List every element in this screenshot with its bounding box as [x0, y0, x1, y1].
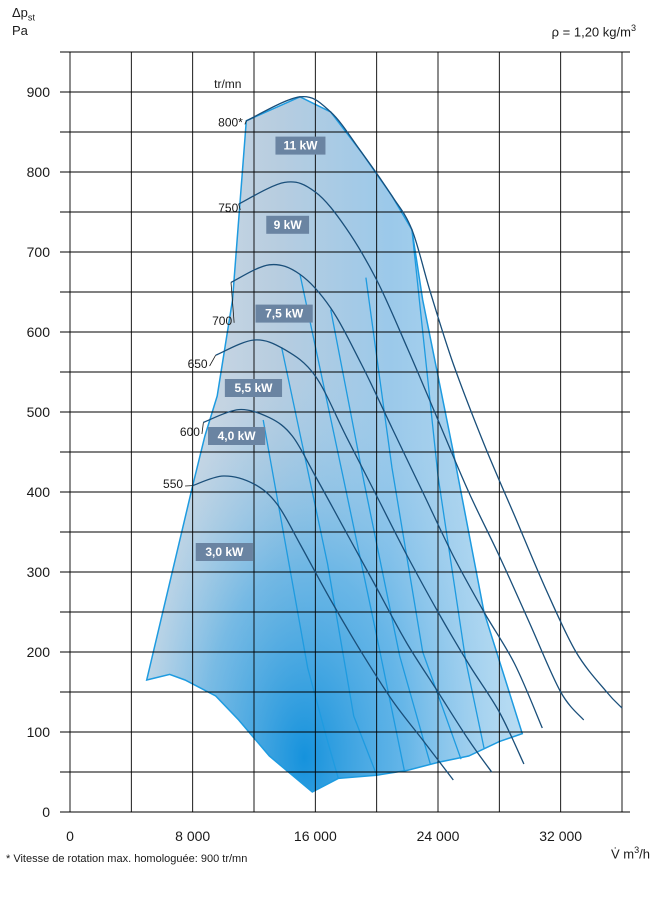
x-tick-label: 32 000	[539, 828, 582, 844]
speed-unit-label: tr/mn	[214, 77, 241, 91]
speed-curve-800	[246, 95, 623, 709]
y-tick-label: 600	[27, 324, 51, 340]
speed-label-leader	[209, 355, 217, 367]
y-tick-label: 400	[27, 484, 51, 500]
motor-power-badge	[275, 136, 326, 155]
motor-power-badge	[266, 215, 310, 234]
y-tick-label: 100	[27, 724, 51, 740]
density-note: ρ = 1,20 kg/m3	[551, 23, 636, 40]
y-tick-label: 300	[27, 564, 51, 580]
speed-label: 550	[163, 477, 183, 491]
x-tick-label: 16 000	[294, 828, 337, 844]
motor-limit-line-6	[411, 229, 485, 749]
y-tick-label: 200	[27, 644, 51, 660]
speed-label-leader	[201, 422, 204, 435]
speed-curve-550	[192, 475, 454, 781]
motor-limit-line-5	[365, 277, 462, 760]
y-tick-label: 800	[27, 164, 51, 180]
x-tick-label: 0	[66, 828, 74, 844]
y-axis-unit: Pa	[12, 23, 28, 38]
operating-envelope-shade	[146, 96, 523, 793]
speed-label: 650	[188, 357, 208, 371]
y-tick-label: 500	[27, 404, 51, 420]
speed-label: 700	[212, 314, 232, 328]
x-axis-label: V̇ m3/h	[610, 845, 650, 862]
motor-power-badge	[224, 379, 283, 397]
speed-curve-650	[215, 339, 525, 765]
y-axis-symbol: Δpst	[12, 5, 35, 23]
motor-power-badge	[208, 427, 266, 445]
motor-power-label: 5,5 kW	[234, 381, 273, 395]
x-tick-label: 8 000	[175, 828, 210, 844]
y-tick-label: 900	[27, 84, 51, 100]
motor-limit-line-4	[330, 309, 431, 765]
y-tick-label: 0	[42, 804, 50, 820]
motor-power-label: 4,0 kW	[218, 429, 257, 443]
speed-label-leader	[230, 282, 235, 323]
motor-power-label: 11 kW	[283, 139, 318, 153]
speed-label-leader	[244, 120, 247, 125]
speed-curve-750	[238, 181, 585, 721]
y-tick-label: 700	[27, 244, 51, 260]
motor-power-label: 7,5 kW	[265, 307, 304, 321]
speed-curve-700	[230, 263, 543, 729]
speed-curve-600	[203, 408, 493, 773]
motor-limit-line-1	[262, 419, 339, 779]
motor-power-badge	[195, 543, 253, 561]
motor-power-label: 9 kW	[274, 218, 303, 232]
x-tick-label: 24 000	[417, 828, 460, 844]
speed-label: 750	[218, 201, 238, 215]
motor-power-label: 3,0 kW	[205, 545, 244, 559]
speed-label: 600	[180, 425, 200, 439]
footnote: * Vitesse de rotation max. homologuée: 9…	[6, 853, 248, 865]
motor-power-badge	[255, 304, 313, 323]
speed-label: 800*	[218, 115, 243, 129]
speed-label-leader	[238, 203, 241, 211]
